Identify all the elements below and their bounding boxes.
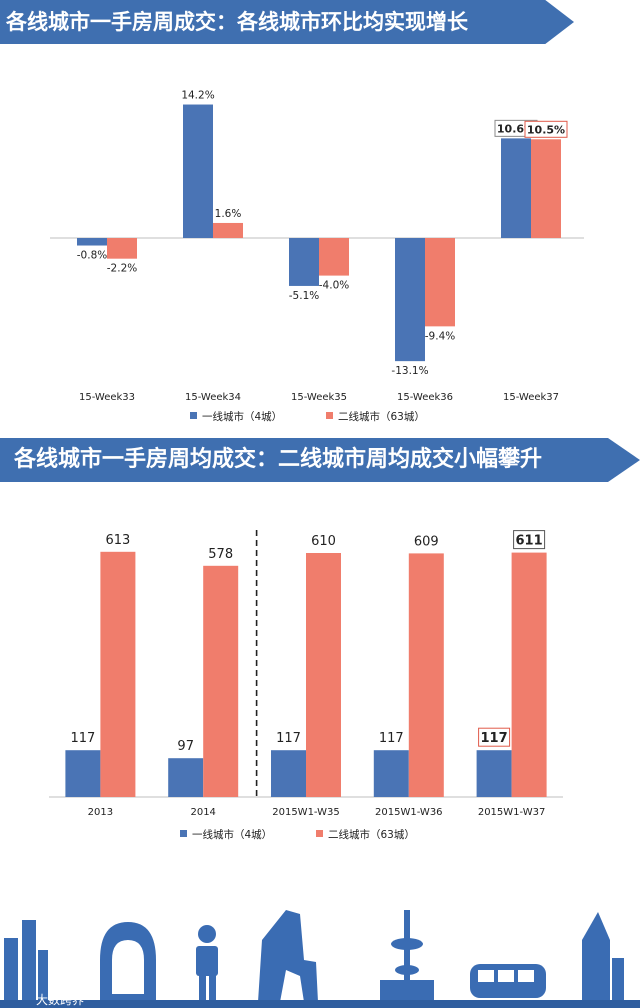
chart1-bar — [395, 238, 425, 362]
chart2-legend-label: 二线城市（63城） — [328, 828, 415, 841]
chart1-bar — [425, 238, 455, 327]
chart2-data-label: 97 — [177, 739, 194, 754]
chart2-bar — [100, 551, 136, 797]
chart2-title: 各线城市一手房周均成交：二线城市周均成交小幅攀升 — [14, 447, 543, 472]
chart2-weekly-average: 117 613 2013 97 578 2014 117 610 2015W1-W35 117 60… — [49, 530, 563, 841]
chart2-category-label: 2015W1-W36 — [375, 807, 443, 818]
chart2-data-label: 117 — [70, 731, 95, 746]
chart2-data-label: 578 — [208, 547, 233, 562]
chart1-bar — [77, 238, 107, 246]
chart2-legend-swatch — [180, 830, 187, 837]
chart1-category-label: 15-Week37 — [503, 392, 559, 403]
chart1-data-label: -5.1% — [289, 290, 319, 302]
chart2-bar — [168, 758, 204, 797]
chart1-legend-label: 二线城市（63城） — [338, 410, 425, 423]
skyline-graphic — [0, 910, 640, 1008]
tv-tower-icon — [404, 910, 410, 1002]
person-icon — [198, 925, 216, 943]
chart2-label-box — [513, 530, 546, 550]
chart1-data-label: -13.1% — [391, 365, 428, 377]
chart1-bar — [183, 104, 213, 238]
chart1-title: 各线城市一手房周成交：各线城市环比均实现增长 — [6, 10, 468, 34]
chart1-bar — [531, 139, 561, 238]
skyscraper-icon — [582, 912, 610, 1002]
chart2-bar — [408, 553, 444, 797]
chart2-data-label: 117 — [481, 731, 508, 746]
chart1-bar — [289, 238, 319, 286]
chart1-legend-label: 一线城市（4城） — [202, 410, 282, 423]
chart2-category-label: 2015W1-W37 — [478, 807, 546, 818]
chart2-category-label: 2013 — [88, 807, 113, 818]
chart1-bar — [213, 222, 243, 238]
chart2-bar — [476, 750, 512, 797]
chart2-data-label: 611 — [516, 534, 543, 549]
chart2-title-banner: 各线城市一手房周均成交：二线城市周均成交小幅攀升 — [0, 438, 640, 482]
chart2-bar — [373, 750, 409, 797]
chart1-category-label: 15-Week35 — [291, 392, 347, 403]
chart1-category-label: 15-Week36 — [397, 392, 453, 403]
chart2-label-box — [478, 727, 511, 747]
chart2-data-label: 610 — [311, 534, 336, 549]
skyline-tower-icon — [4, 938, 18, 1002]
chart1-weekly-change: -0.8%-2.2% 15-Week33 14.2% 1.6% 15-Week34 -5.… — [50, 90, 584, 423]
chart1-title-banner: 各线城市一手房周成交：各线城市环比均实现增长 — [0, 0, 574, 44]
chart2-data-label: 117 — [276, 731, 301, 746]
chart1-bar — [319, 238, 349, 276]
chart1-data-label: -2.2% — [107, 263, 137, 275]
chart2-bar — [306, 553, 341, 797]
chart2-bar — [511, 552, 547, 797]
chart2-category-label: 2015W1-W35 — [272, 807, 340, 818]
chart1-data-label: 1.6% — [215, 208, 242, 220]
chart1-legend-swatch — [190, 412, 197, 419]
chart1-data-label: -0.8% — [77, 250, 107, 262]
chart1-data-label: -9.4% — [425, 330, 455, 342]
chart2-legend-label: 一线城市（4城） — [192, 828, 272, 841]
chart1-legend-swatch — [326, 412, 333, 419]
chart1-bar — [501, 138, 531, 238]
chart2-data-label: 609 — [414, 534, 439, 549]
chart2-bar — [203, 565, 239, 797]
chart2-data-label: 117 — [379, 731, 404, 746]
chart2-bar — [271, 750, 306, 797]
chart1-data-label: 10.5% — [527, 123, 565, 136]
chart2-category-label: 2014 — [190, 807, 215, 818]
chart1-category-label: 15-Week34 — [185, 392, 241, 403]
chart2-legend-swatch — [316, 830, 323, 837]
chart1-label-box — [524, 120, 568, 138]
chart1-category-label: 15-Week33 — [79, 392, 135, 403]
chart1-data-label: 14.2% — [181, 90, 214, 102]
watermark: 大数跨界 — [36, 992, 84, 1007]
chart1-data-label: -4.0% — [319, 280, 349, 292]
landmark-building-icon — [258, 910, 318, 1002]
chart2-bar — [65, 750, 101, 797]
chart1-bar — [107, 238, 137, 259]
chart2-data-label: 613 — [105, 533, 130, 548]
city-skyline-footer: 大数跨界 — [0, 910, 640, 1008]
train-icon — [100, 922, 156, 1002]
